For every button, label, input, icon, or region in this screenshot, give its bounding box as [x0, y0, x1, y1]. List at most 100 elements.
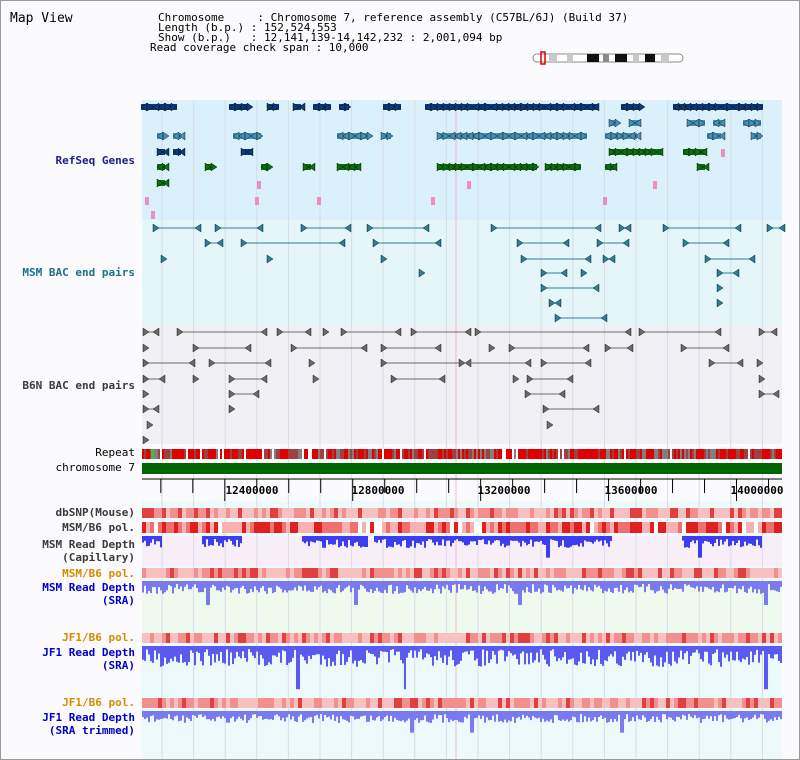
- bac-end-icon: [734, 223, 742, 233]
- label-msm-bac-pairs[interactable]: MSM BAC end pairs: [22, 266, 135, 279]
- polymorphism-cell: [506, 698, 510, 708]
- depth-bar: [528, 711, 530, 718]
- depth-bar: [658, 646, 660, 667]
- depth-bar: [274, 581, 276, 592]
- bac-end-icon: [602, 254, 610, 264]
- depth-bar: [684, 581, 686, 585]
- label-msm-depth-capillary-1[interactable]: MSM Read Depth: [42, 538, 135, 551]
- repeat-segment: [408, 449, 410, 459]
- depth-bar: [420, 536, 422, 545]
- msm-capillary-depth-track[interactable]: [142, 536, 762, 558]
- depth-bar: [380, 536, 382, 543]
- depth-bar: [312, 581, 314, 592]
- label-msm-b6-pol2[interactable]: MSM/B6 pol.: [62, 567, 135, 580]
- depth-bar: [268, 646, 270, 663]
- repeat-segment: [272, 449, 274, 459]
- depth-bar: [780, 711, 782, 720]
- repeat-segment: [736, 449, 738, 459]
- repeat-segment: [596, 449, 598, 459]
- label-msm-b6-pol[interactable]: MSM/B6 pol.: [62, 521, 135, 534]
- label-msm-depth-sra-1[interactable]: MSM Read Depth: [42, 581, 135, 594]
- repeat-segment: [618, 449, 620, 459]
- depth-bar: [594, 536, 596, 542]
- repeat-segment: [170, 449, 172, 459]
- depth-bar: [702, 581, 704, 592]
- bac-end-icon: [584, 254, 592, 264]
- polymorphism-cell: [574, 508, 578, 518]
- jf1-b6-pol2-track[interactable]: [142, 698, 782, 708]
- polymorphism-cell: [722, 633, 726, 643]
- polymorphism-cell: [606, 522, 610, 533]
- depth-bar: [454, 711, 456, 721]
- label-jf1-depth-trimmed-1[interactable]: JF1 Read Depth: [42, 711, 135, 724]
- label-refseq-genes[interactable]: RefSeq Genes: [55, 154, 135, 167]
- repeat-track[interactable]: [142, 449, 782, 459]
- depth-bar: [318, 711, 320, 719]
- msm-b6-pol-track[interactable]: [142, 522, 782, 533]
- depth-bar: [224, 581, 226, 590]
- depth-bar: [726, 536, 728, 540]
- polymorphism-cell: [146, 698, 150, 708]
- depth-bar: [332, 646, 334, 662]
- dbsnp-track[interactable]: [142, 508, 782, 518]
- b6n-bac-pairs-track[interactable]: [142, 327, 780, 445]
- polymorphism-cell: [766, 522, 770, 533]
- polymorphism-cell: [470, 633, 474, 643]
- msm-sra-depth-track[interactable]: [142, 581, 782, 605]
- label-dbsnp[interactable]: dbSNP(Mouse): [55, 506, 135, 519]
- msm-b6-pol2-track[interactable]: [142, 568, 782, 578]
- depth-bar: [526, 581, 528, 588]
- label-jf1-depth-sra-1[interactable]: JF1 Read Depth: [42, 646, 135, 659]
- depth-bar: [548, 646, 550, 667]
- polymorphism-cell: [666, 522, 670, 533]
- depth-bar: [754, 581, 756, 590]
- depth-bar: [326, 581, 328, 594]
- msm-bac-pairs-track[interactable]: [152, 223, 786, 323]
- depth-bar: [712, 711, 714, 722]
- depth-bar: [320, 581, 322, 586]
- polymorphism-cell: [766, 633, 770, 643]
- polymorphism-cell: [578, 522, 582, 533]
- gene-arrow-icon: [240, 102, 248, 112]
- jf1-sra-depth-track[interactable]: [142, 646, 782, 690]
- polymorphism-cell: [418, 522, 422, 533]
- depth-bar: [244, 581, 246, 590]
- repeat-segment: [522, 449, 524, 459]
- jf1-b6-pol-track[interactable]: [142, 633, 782, 643]
- polymorphism-cell: [734, 568, 738, 578]
- depth-bar: [366, 581, 368, 592]
- depth-bar: [226, 711, 228, 723]
- polymorphism-cell: [778, 522, 782, 533]
- polymorphism-cell: [234, 522, 238, 533]
- polymorphism-cell: [434, 633, 438, 643]
- repeat-segment: [504, 449, 506, 459]
- chromosome-ideogram[interactable]: [532, 51, 684, 65]
- refseq-genes-track[interactable]: [140, 102, 764, 219]
- jf1-trimmed-depth-track[interactable]: [142, 711, 782, 733]
- depth-bar: [468, 536, 470, 545]
- depth-bar: [386, 536, 388, 548]
- chromosome-bar[interactable]: [142, 463, 782, 474]
- polymorphism-cell: [686, 633, 690, 643]
- gene-arrow-icon: [556, 131, 564, 141]
- depth-bar: [608, 711, 610, 723]
- bac-end-icon: [756, 358, 764, 368]
- depth-bar: [242, 711, 244, 721]
- label-jf1-b6-pol2[interactable]: JF1/B6 pol.: [62, 696, 135, 709]
- depth-bar: [680, 646, 682, 651]
- polymorphism-cell: [274, 508, 278, 518]
- depth-bar: [540, 581, 542, 594]
- polymorphism-cell: [470, 522, 474, 533]
- depth-bar: [580, 711, 582, 715]
- depth-bar: [428, 711, 430, 723]
- label-b6n-bac-pairs[interactable]: B6N BAC end pairs: [22, 379, 135, 392]
- repeat-segment: [760, 449, 762, 459]
- polymorphism-cell: [466, 698, 470, 708]
- polymorphism-cell: [166, 522, 170, 533]
- depth-bar: [458, 646, 460, 664]
- depth-bar: [386, 711, 388, 716]
- depth-bar: [238, 646, 240, 657]
- label-jf1-b6-pol[interactable]: JF1/B6 pol.: [62, 631, 135, 644]
- bac-end-icon: [264, 358, 272, 368]
